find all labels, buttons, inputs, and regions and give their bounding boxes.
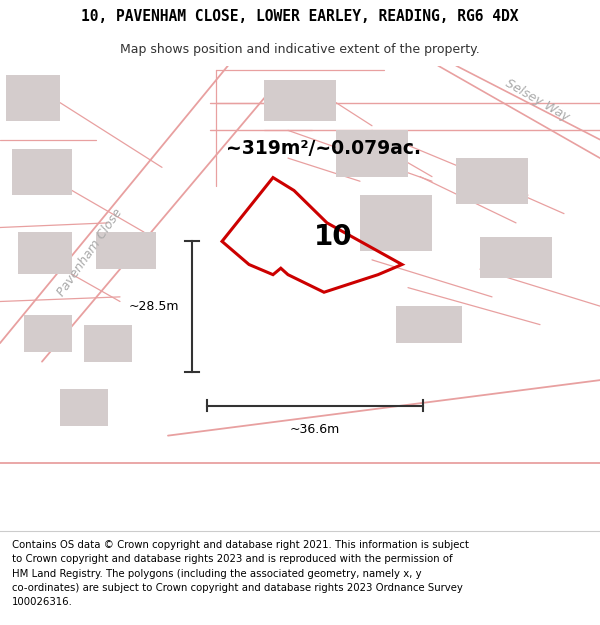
- Text: 10: 10: [314, 222, 352, 251]
- Polygon shape: [360, 195, 432, 251]
- Text: Contains OS data © Crown copyright and database right 2021. This information is : Contains OS data © Crown copyright and d…: [12, 540, 469, 608]
- Polygon shape: [12, 149, 72, 195]
- Polygon shape: [96, 232, 156, 269]
- Text: Pavenham Close: Pavenham Close: [55, 207, 125, 299]
- Polygon shape: [396, 306, 462, 343]
- Text: ~28.5m: ~28.5m: [128, 300, 179, 313]
- Polygon shape: [6, 75, 60, 121]
- Polygon shape: [336, 131, 408, 177]
- Text: ~319m²/~0.079ac.: ~319m²/~0.079ac.: [227, 139, 421, 158]
- Polygon shape: [18, 232, 72, 274]
- Text: Selsey Way: Selsey Way: [503, 77, 571, 124]
- Polygon shape: [84, 324, 132, 362]
- Polygon shape: [24, 316, 72, 352]
- Polygon shape: [60, 389, 108, 426]
- Text: 10, PAVENHAM CLOSE, LOWER EARLEY, READING, RG6 4DX: 10, PAVENHAM CLOSE, LOWER EARLEY, READIN…: [81, 9, 519, 24]
- Polygon shape: [456, 158, 528, 204]
- Polygon shape: [264, 79, 336, 121]
- Text: Map shows position and indicative extent of the property.: Map shows position and indicative extent…: [120, 42, 480, 56]
- Text: ~36.6m: ~36.6m: [290, 423, 340, 436]
- Polygon shape: [480, 237, 552, 278]
